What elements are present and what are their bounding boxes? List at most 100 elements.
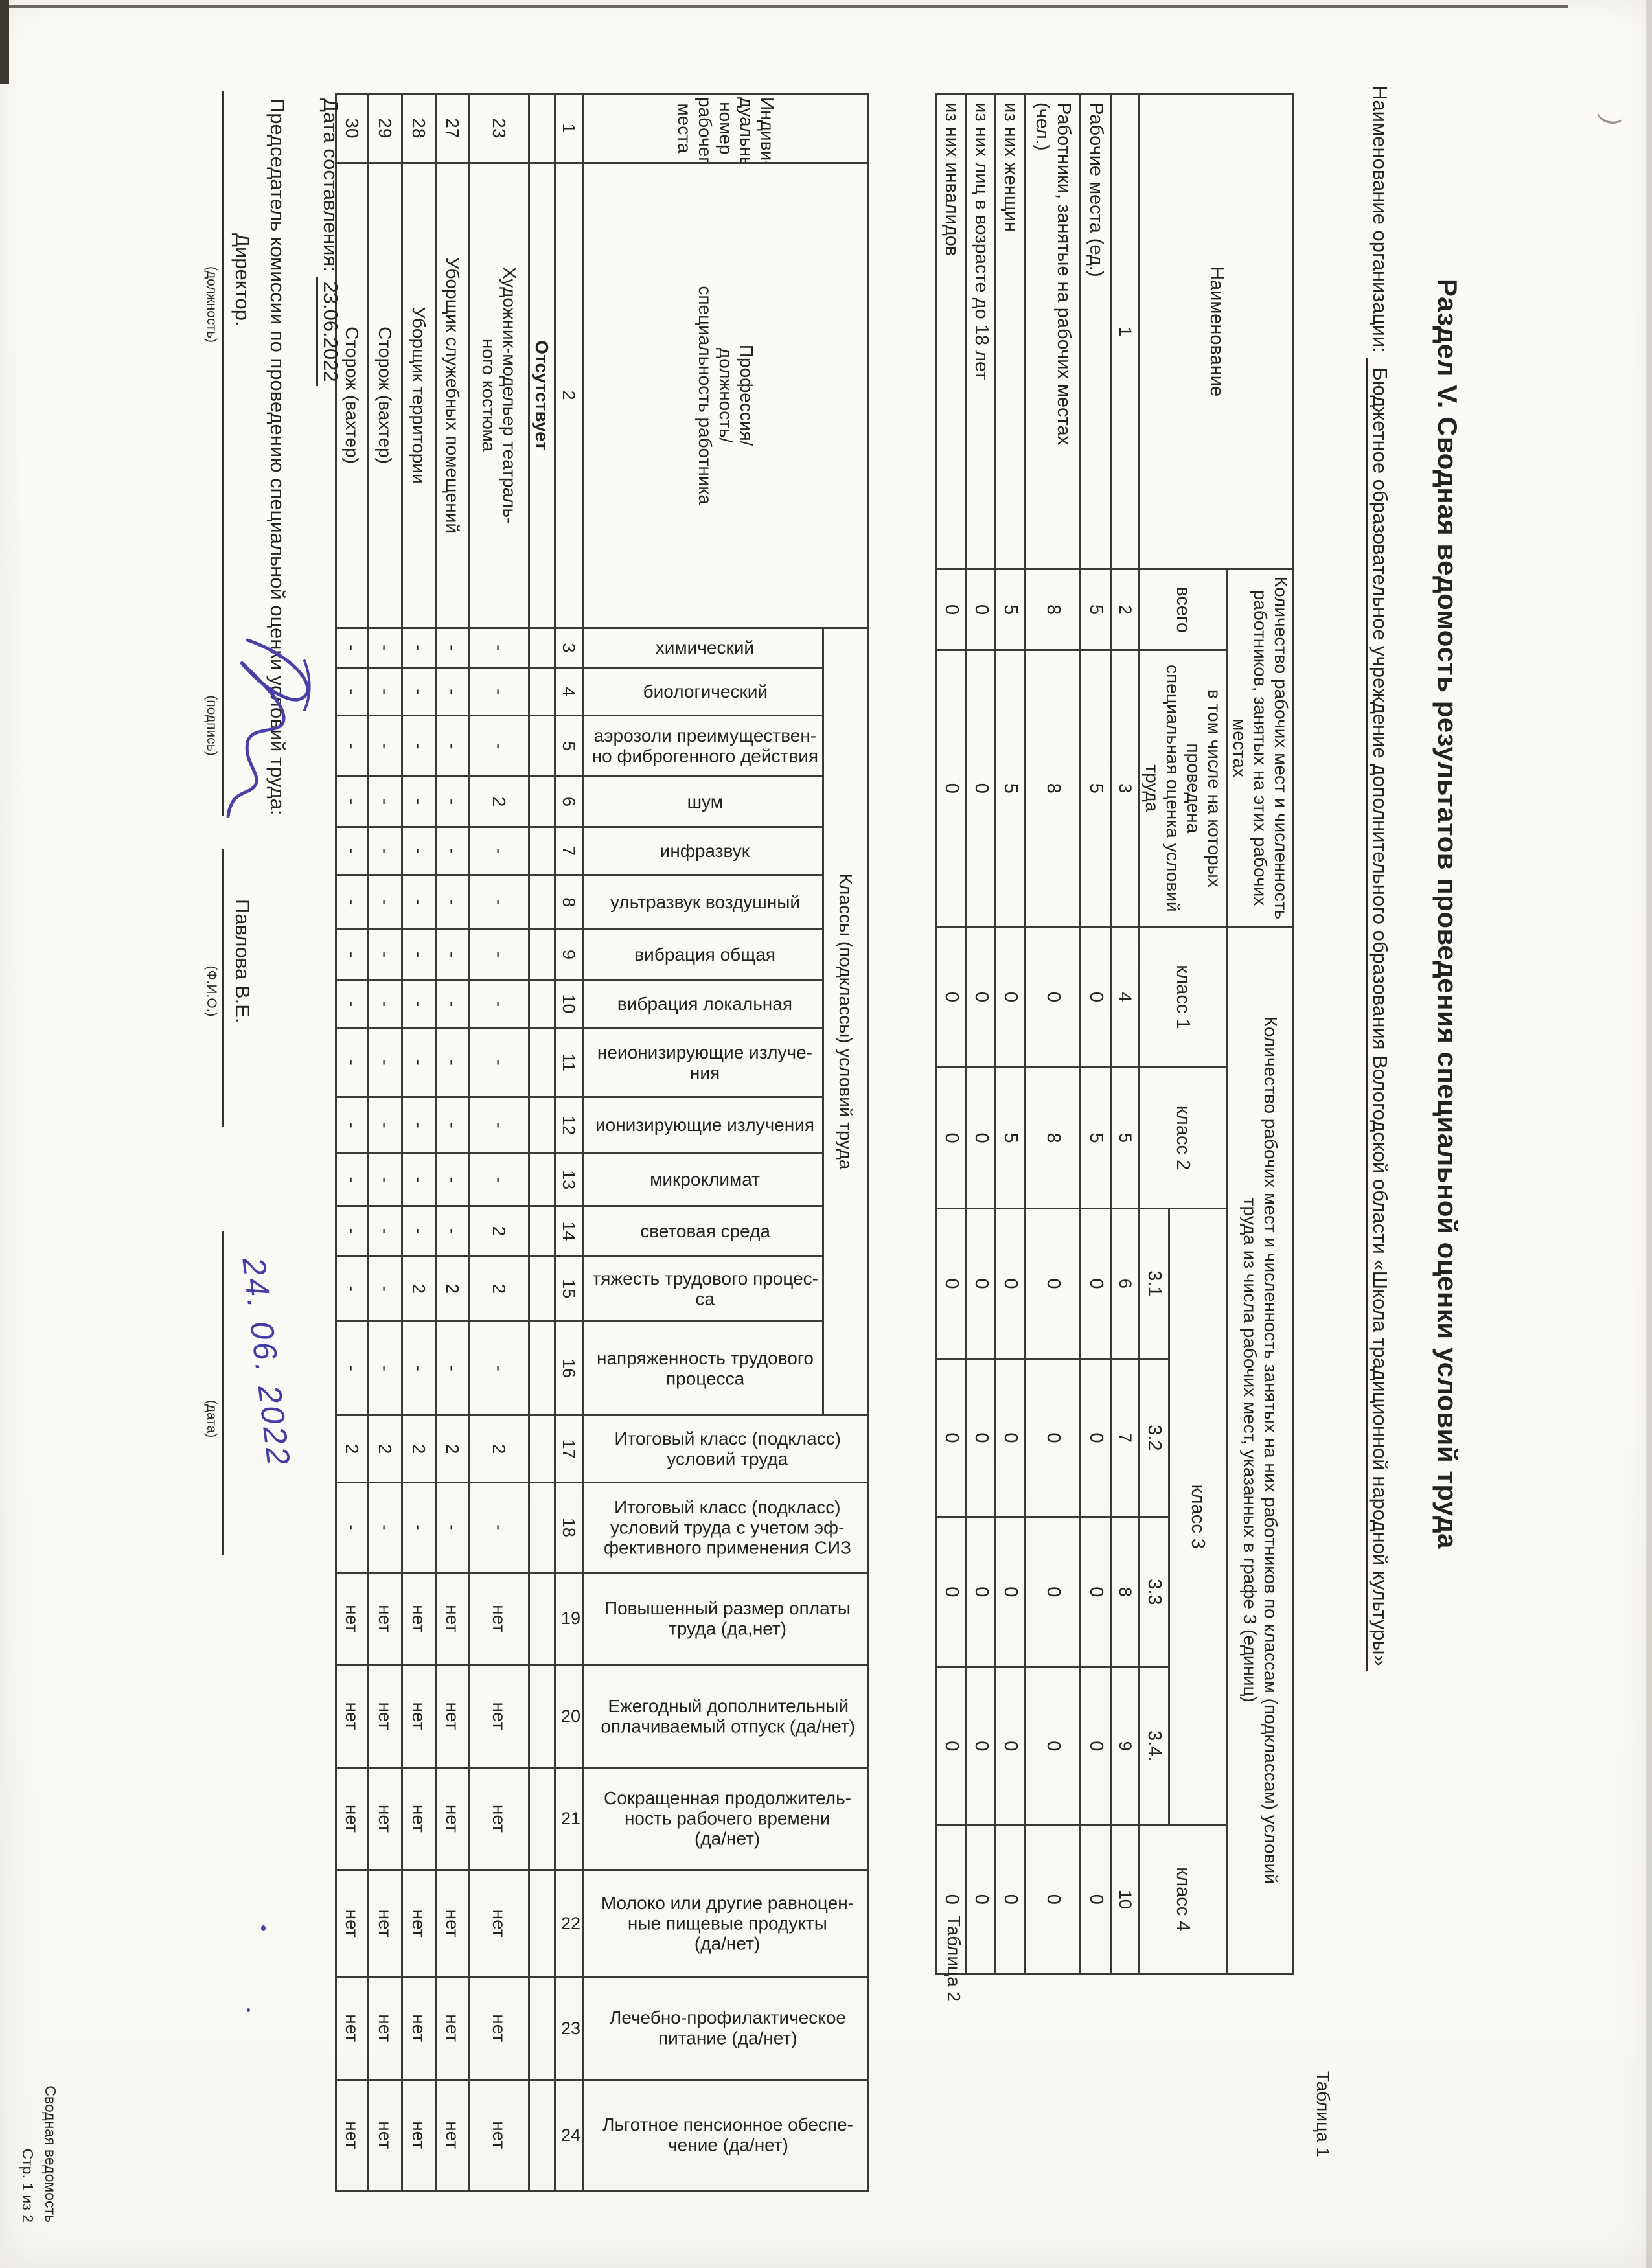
numbering-cell: 8 [1111, 1517, 1140, 1667]
value-cell [529, 715, 555, 777]
value-cell: - [469, 1097, 529, 1154]
value-cell: 0 [966, 569, 996, 650]
value-cell: 0 [995, 1208, 1026, 1359]
value-cell: - [336, 1256, 369, 1322]
numbering-cell: 2 [1111, 569, 1140, 650]
value-cell: нет [402, 1976, 436, 2079]
value-cell: 2 [469, 776, 529, 827]
table-row: 30 Сторож (вахтер) - - - - - - - - - - - - - -2- нет нет н… [336, 93, 369, 2191]
value-cell: - [368, 827, 402, 875]
value-cell: - [368, 776, 402, 827]
t2-header-factor: аэрозоли преимуществен- но фиброгенного … [582, 715, 823, 777]
value-cell [529, 875, 555, 930]
value-cell [529, 776, 555, 827]
value-cell: 8 [1025, 569, 1081, 650]
row-label-cell: Рабочие места (ед.) [1080, 93, 1112, 569]
value-cell: 2 [435, 1415, 470, 1483]
value-cell: 0 [995, 1667, 1026, 1826]
t2-header-right-col: Ежегодный дополнительный оплачиваемый от… [582, 1664, 869, 1768]
org-line: Наименование организации: Бюджетное обра… [1366, 86, 1392, 1671]
value-cell: 2 [469, 1206, 529, 1257]
value-cell: - [336, 628, 369, 668]
value-cell: 0 [1025, 926, 1081, 1068]
value-cell: 0 [966, 650, 996, 927]
numbering-cell: 5 [555, 715, 583, 777]
numbering-cell: 9 [1111, 1667, 1140, 1826]
value-cell: - [368, 875, 402, 930]
value-cell: 0 [966, 1825, 996, 1974]
compiled-date-value: 23.06.2022 [316, 277, 342, 386]
value-cell: - [402, 1097, 436, 1154]
row-label-cell: из них инвалидов [936, 93, 967, 569]
value-cell: - [469, 1321, 529, 1415]
value-cell: нет [336, 1572, 369, 1665]
t2-header-classes-group: Классы (подклассы) условий труда [823, 628, 869, 1415]
value-cell: 0 [936, 926, 967, 1068]
numbering-cell: 15 [555, 1256, 583, 1322]
value-cell: нет [402, 1664, 436, 1768]
numbering-cell: 22 [555, 1870, 583, 1977]
value-cell [529, 827, 555, 875]
value-cell: - [336, 1482, 369, 1573]
value-cell [529, 1256, 555, 1322]
t1-header-group-classes: Количество рабочих мест и численность за… [1226, 926, 1294, 1974]
value-cell: нет [368, 1572, 402, 1665]
value-cell: - [435, 1206, 470, 1257]
numbering-cell: 5 [1111, 1067, 1140, 1209]
value-cell: нет [402, 2079, 436, 2191]
value-cell: - [402, 929, 436, 980]
position-caption: (должность) [204, 266, 219, 343]
t2-numbering-row: 1 2 3 4 5 6 7 8 9 10 11 12 13 14 15 16 17 18 19 20 21 22 23 24 [555, 93, 583, 2191]
value-cell: 0 [936, 1358, 967, 1517]
profession-cell: Художник-модельер театраль- ного костюма [469, 163, 529, 628]
profession-cell: Уборщик территории [402, 163, 436, 628]
value-cell: 2 [402, 1256, 436, 1322]
scan-edge-artifact [0, 5, 1568, 8]
value-cell: нет [336, 1870, 369, 1977]
value-cell: - [336, 776, 369, 827]
value-cell: - [368, 1206, 402, 1257]
t1-header-sub34: 3.4. [1139, 1667, 1169, 1826]
value-cell: нет [336, 1976, 369, 2079]
profession-cell: Сторож (вахтер) [368, 163, 402, 628]
t2-header-factor: ионизирующие излучения [582, 1097, 823, 1154]
ink-dot [261, 1925, 266, 1931]
value-cell: 0 [1025, 1667, 1081, 1826]
signature-ink [226, 638, 311, 818]
t2-header-factor: микроклимат [582, 1153, 823, 1206]
value-cell: - [469, 1027, 529, 1097]
table2-workplaces: Индиви- дуальный номер рабочего места Пр… [335, 93, 869, 2192]
value-cell: 5 [995, 1067, 1026, 1209]
value-cell: - [336, 827, 369, 875]
t1-header-total: всего [1139, 569, 1227, 650]
t1-header-class3: класс 3 [1169, 1208, 1227, 1826]
value-cell: - [368, 628, 402, 668]
value-cell: 0 [995, 1825, 1026, 1974]
row-label-cell: из них женщин [995, 93, 1026, 569]
value-cell [529, 1664, 555, 1768]
row-number-cell: 27 [435, 93, 470, 163]
t1-header-sub31: 3.1 [1139, 1208, 1169, 1359]
value-cell: 0 [1080, 926, 1112, 1068]
value-cell: - [368, 715, 402, 777]
numbering-cell: 24 [555, 2079, 583, 2191]
value-cell: 5 [1080, 1067, 1112, 1209]
value-cell: 0 [995, 1358, 1026, 1517]
t2-header-factor: биологический [582, 667, 823, 716]
value-cell: нет [469, 1664, 529, 1768]
numbering-cell: 3 [555, 628, 583, 668]
value-cell: - [336, 875, 369, 930]
org-value: Бюджетное образовательное учреждение доп… [1366, 358, 1392, 1671]
value-cell [529, 1976, 555, 2079]
pencil-mark: ) [1596, 113, 1625, 129]
value-cell: - [469, 827, 529, 875]
numbering-cell: 14 [555, 1206, 583, 1257]
numbering-cell: 13 [555, 1153, 583, 1206]
value-cell: - [435, 1097, 470, 1154]
value-cell: 2 [402, 1415, 436, 1483]
value-cell: нет [469, 1767, 529, 1870]
value-cell [529, 1097, 555, 1154]
t2-header-right-col: Итоговый класс (подкласс) условий труда [582, 1415, 869, 1483]
value-cell: - [368, 1321, 402, 1415]
